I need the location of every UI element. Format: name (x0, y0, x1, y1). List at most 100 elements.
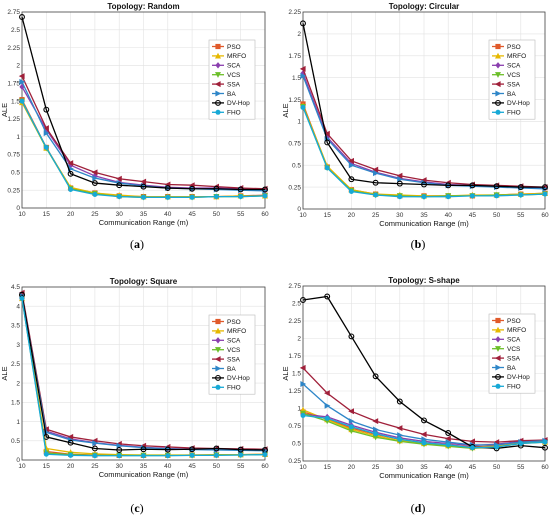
legend-marker (215, 90, 222, 97)
x-tick-label: 25 (91, 211, 99, 218)
legend-entry: SSA (227, 81, 241, 88)
legend-entry: BA (507, 91, 516, 98)
y-axis-label: ALE (0, 366, 9, 380)
legend-entry: BA (507, 365, 516, 372)
legend-marker (494, 355, 501, 362)
y-tick-label: 2 (16, 380, 20, 387)
legend-entry: MRFO (227, 53, 246, 60)
x-tick-label: 45 (469, 212, 477, 219)
legend-marker (495, 326, 501, 333)
y-tick-label: 2.5 (292, 301, 301, 308)
legend-entry: PSO (507, 318, 521, 325)
data-point (116, 182, 123, 189)
data-point (19, 296, 25, 302)
legend-marker (495, 383, 501, 389)
y-tick-label: 0.5 (292, 441, 301, 448)
legend-entry: VCS (227, 72, 241, 79)
data-point (445, 430, 452, 436)
data-point (67, 433, 74, 440)
data-point (469, 438, 475, 445)
x-tick-label: 60 (261, 211, 269, 218)
x-tick-label: 45 (188, 211, 196, 218)
x-tick-label: 35 (140, 211, 148, 218)
data-point (373, 170, 379, 177)
legend-entry: MRFO (507, 327, 526, 334)
legend-entry: FHO (507, 110, 521, 117)
x-tick-label: 30 (396, 464, 404, 471)
y-tick-label: 0.5 (11, 170, 20, 177)
chart-title: Topology: Circular (389, 2, 460, 11)
data-point (140, 446, 147, 453)
chart-title: Topology: Random (107, 2, 179, 11)
x-tick-label: 50 (213, 463, 221, 470)
chart-title: Topology: S-shape (388, 276, 460, 285)
legend-entry: DV-Hop (227, 100, 250, 107)
y-tick-label: 1.5 (292, 371, 301, 378)
data-point (18, 73, 25, 80)
data-point (421, 440, 427, 446)
x-tick-label: 40 (445, 212, 453, 219)
x-axis-label: Communication Range (m) (99, 218, 189, 227)
data-point (262, 186, 268, 193)
y-tick-label: 0.25 (288, 458, 301, 465)
x-tick-label: 35 (140, 463, 148, 470)
data-point (348, 188, 354, 194)
x-tick-label: 60 (541, 212, 549, 219)
y-tick-label: 1 (297, 406, 301, 413)
legend-marker (495, 62, 501, 69)
data-point (348, 160, 354, 167)
legend-entry: PSO (507, 44, 521, 51)
legend-entry: DV-Hop (507, 374, 530, 381)
subfigure-letter: c (134, 501, 140, 515)
data-point (140, 178, 147, 185)
data-point (348, 162, 355, 169)
data-point (92, 453, 98, 459)
data-point (262, 193, 268, 199)
legend-entry: FHO (227, 385, 241, 392)
x-tick-label: 15 (43, 463, 51, 470)
data-point (19, 14, 25, 20)
x-tick-label: 40 (445, 464, 453, 471)
data-point (518, 441, 524, 446)
data-point (469, 445, 475, 451)
legend-entry: BA (227, 91, 236, 98)
data-point (494, 193, 500, 199)
data-point (43, 106, 50, 113)
data-point (542, 439, 548, 445)
data-point (91, 445, 98, 452)
series-ssa (299, 65, 548, 191)
data-point (372, 166, 379, 173)
x-tick-label: 20 (348, 464, 356, 471)
legend-entry: BA (227, 366, 236, 373)
data-point (43, 144, 49, 150)
x-tick-label: 20 (67, 211, 75, 218)
data-point (493, 183, 500, 190)
data-point (116, 175, 122, 182)
data-point (67, 439, 74, 446)
data-point (213, 452, 219, 458)
legend-entry: VCS (507, 72, 521, 79)
data-point (397, 432, 403, 439)
x-tick-label: 50 (493, 464, 501, 471)
data-point (372, 434, 379, 441)
y-tick-label: 0.5 (11, 438, 20, 445)
data-point (396, 172, 403, 179)
x-tick-label: 40 (164, 211, 172, 218)
data-point (373, 431, 379, 437)
legend-entry: SCA (227, 338, 241, 345)
subfigure-letter: b (415, 237, 422, 251)
y-axis-label: ALE (281, 103, 290, 117)
chart-title: Topology: Square (110, 277, 178, 286)
data-point (213, 194, 219, 200)
y-tick-label: 1.5 (292, 75, 301, 82)
data-point (348, 157, 354, 164)
data-point (299, 65, 306, 72)
data-point (140, 183, 147, 190)
data-point (445, 182, 452, 189)
x-axis-label: Communication Range (m) (379, 219, 469, 228)
legend-marker (215, 337, 221, 344)
data-point (213, 185, 220, 192)
legend-marker (495, 99, 501, 106)
series-dv-hop (19, 14, 268, 193)
